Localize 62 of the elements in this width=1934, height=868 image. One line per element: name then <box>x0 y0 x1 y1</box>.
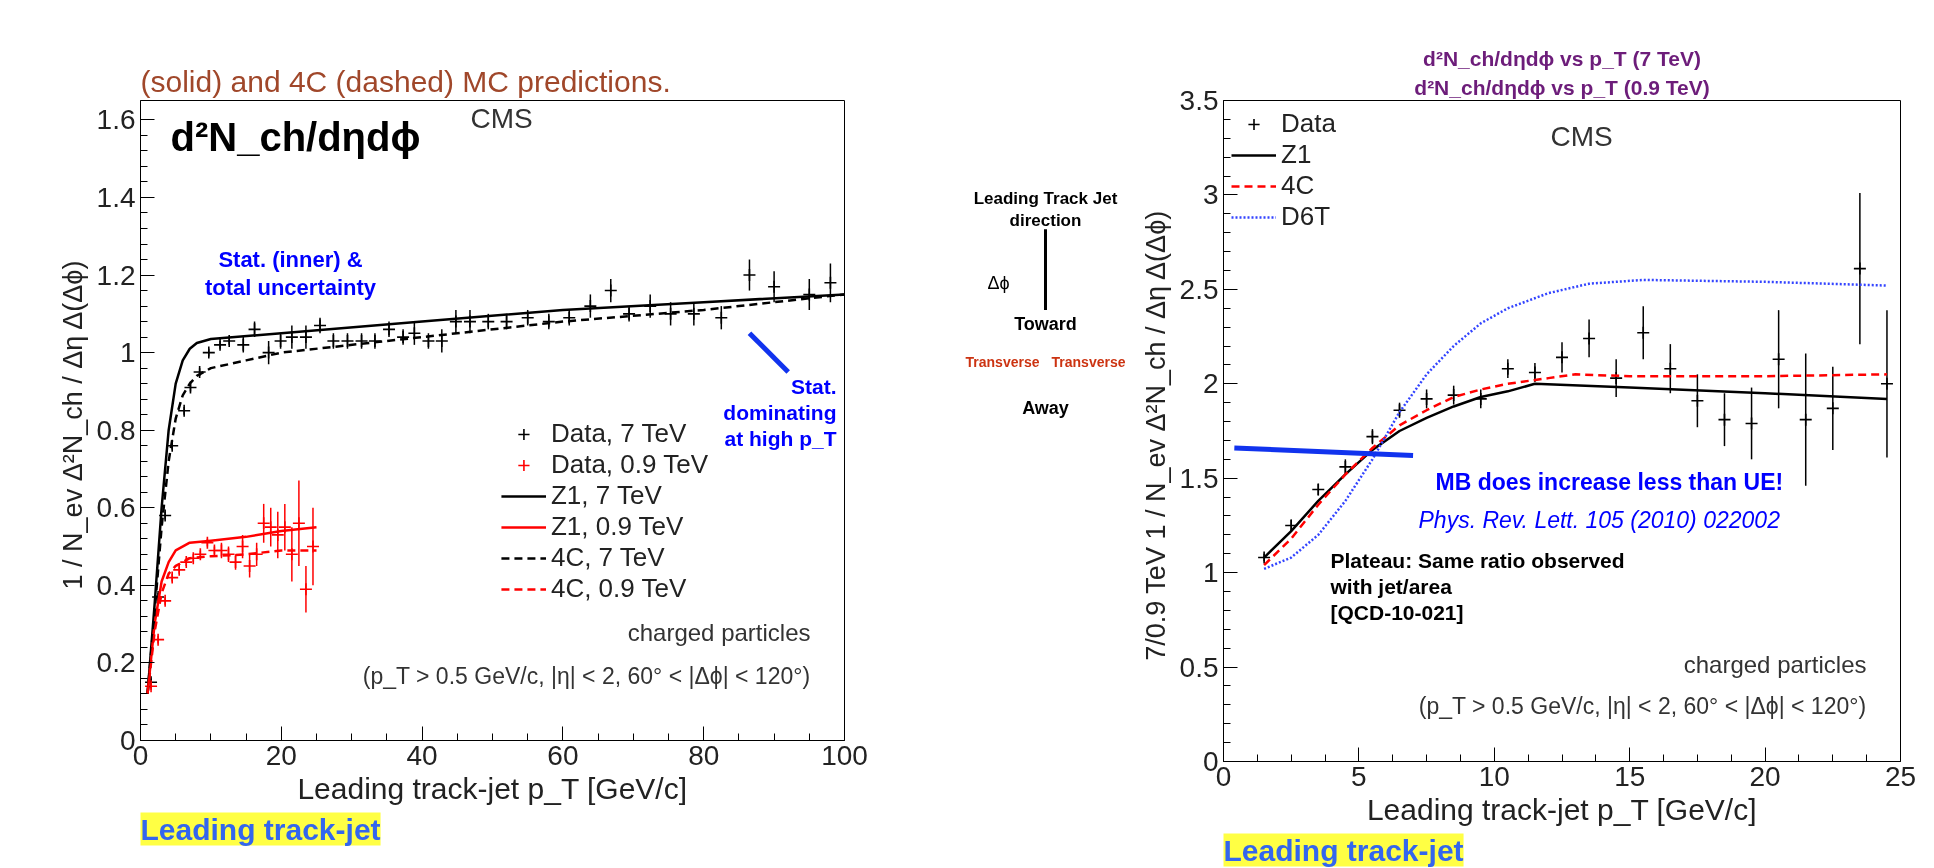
legend-label: Z1 <box>1281 139 1312 170</box>
annotation: Stat. dominating at high p_T <box>723 374 837 451</box>
x-tick-label: 40 <box>406 739 438 771</box>
x-tick-label: 25 <box>1884 760 1917 792</box>
chart-subtitle: d²N_ch/dηdϕ vs p_T (0.9 TeV) <box>1414 75 1710 99</box>
y-tick-label: 1 <box>119 337 136 369</box>
annotation: MB does increase less than UE! <box>1435 468 1784 495</box>
annotation: (p_T > 0.5 GeV/c, |η| < 2, 60° < |Δϕ| < 120°) <box>362 662 811 689</box>
x-tick-label: 20 <box>1749 760 1781 792</box>
y-axis-title: 7/0.9 TeV 1 / N_ev Δ²N_ch / Δη Δ(Δϕ) <box>1140 210 1171 661</box>
annotation: (p_T > 0.5 GeV/c, |η| < 2, 60° < |Δϕ| < 120°) <box>1418 692 1867 719</box>
y-tick-label: 0.2 <box>96 647 136 679</box>
text: Away <box>1022 398 1069 419</box>
legend-label: D6T <box>1281 201 1331 232</box>
y-tick-label: 1.6 <box>96 104 136 136</box>
y-tick-label: 3 <box>1202 179 1219 211</box>
y-tick-label: 0.8 <box>96 414 136 446</box>
x-tick-label: 10 <box>1478 760 1510 792</box>
legend-label: Z1, 0.9 TeV <box>550 511 684 542</box>
y-tick-label: 1.4 <box>96 181 136 213</box>
annotation: charged particles <box>627 618 811 646</box>
legend-label: Data <box>1281 108 1336 139</box>
text: Toward <box>1014 313 1077 334</box>
y-tick-label: 2.5 <box>1179 273 1219 305</box>
y-tick-label: 0.5 <box>1179 651 1219 683</box>
x-tick-label: 60 <box>547 739 579 771</box>
text: Transverse <box>965 354 1040 371</box>
x-axis-title: Leading track-jet p_T [GeV/c] <box>297 771 688 805</box>
x-tick-label: 100 <box>821 739 868 771</box>
chart-title: d²N_ch/dηdϕ vs p_T (7 TeV) <box>1423 46 1701 70</box>
annotation: Plateau: Same ratio observed with jet/area [QCD-10-021] <box>1329 548 1625 625</box>
chart-title: d²N_ch/dηdϕ <box>170 114 421 159</box>
annotation: Stat. (inner) & total uncertainty <box>204 246 377 301</box>
text: Leading track-jet <box>1223 833 1464 867</box>
y-tick-label: 0.4 <box>96 569 136 601</box>
y-axis-title: 1 / N_ev Δ²N_ch / Δη Δ(Δϕ) <box>57 260 88 590</box>
y-tick-label: 0.6 <box>96 492 136 524</box>
x-tick-label: 15 <box>1614 760 1646 792</box>
y-tick-label: 1.5 <box>1179 462 1219 494</box>
annotation: Phys. Rev. Lett. 105 (2010) 022002 <box>1418 506 1781 533</box>
y-tick-label: 1 <box>1202 557 1219 589</box>
x-tick-label: 20 <box>265 739 297 771</box>
x-tick-label: 80 <box>688 739 720 771</box>
text: (solid) and 4C (dashed) MC predictions. <box>140 64 671 98</box>
text: Δϕ <box>987 273 1010 294</box>
legend-label: Data, 7 TeV <box>550 418 687 449</box>
x-tick-label: 5 <box>1351 760 1367 792</box>
legend-label: 4C, 7 TeV <box>550 542 665 573</box>
text: Leading track-jet <box>140 812 381 846</box>
legend-label: Z1, 7 TeV <box>550 480 662 511</box>
y-tick-label: 2 <box>1202 368 1219 400</box>
legend-label: 4C <box>1281 170 1315 201</box>
text: Leading Track Jet direction <box>973 188 1118 230</box>
legend-label: 4C, 0.9 TeV <box>550 573 687 604</box>
annotation: CMS <box>470 102 533 134</box>
text: Transverse <box>1051 354 1126 371</box>
y-tick-label: 1.2 <box>96 259 136 291</box>
x-axis-title: Leading track-jet p_T [GeV/c] <box>1366 792 1757 826</box>
legend-label: Data, 0.9 TeV <box>550 449 708 480</box>
annotation: CMS <box>1550 120 1613 152</box>
annotation: charged particles <box>1683 650 1867 678</box>
y-tick-label: 3.5 <box>1179 85 1219 116</box>
